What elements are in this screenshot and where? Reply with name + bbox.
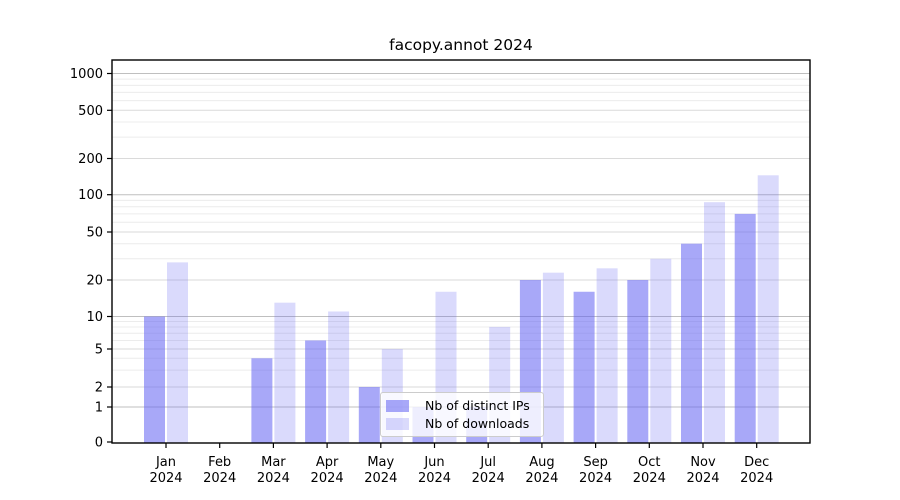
legend-label-downloads: Nb of downloads bbox=[425, 415, 530, 431]
x-tick-label-year-Aug: 2024 bbox=[525, 471, 558, 486]
legend-swatch-distinct-ips bbox=[386, 399, 409, 412]
axis-ticks bbox=[107, 72, 758, 448]
bar-ips-Mar bbox=[251, 358, 273, 443]
bar-downloads-Oct bbox=[650, 258, 672, 443]
legend: Nb of distinct IPs Nb of downloads bbox=[380, 392, 544, 437]
y-tick-label-50: 50 bbox=[86, 226, 103, 241]
x-tick-label-year-Dec: 2024 bbox=[740, 471, 773, 486]
legend-item-downloads: Nb of downloads bbox=[386, 415, 535, 431]
y-tick-label-5: 5 bbox=[95, 343, 103, 358]
y-tick-label-20: 20 bbox=[86, 274, 103, 289]
legend-item-distinct-ips: Nb of distinct IPs bbox=[386, 397, 535, 413]
x-tick-label-year-Mar: 2024 bbox=[257, 471, 290, 486]
bar-ips-Apr bbox=[305, 340, 327, 443]
x-tick-label-month-Sep: Sep bbox=[583, 455, 608, 470]
x-tick-label-year-Sep: 2024 bbox=[579, 471, 612, 486]
x-tick-label-month-Aug: Aug bbox=[529, 455, 554, 470]
x-tick-label-year-Apr: 2024 bbox=[311, 471, 344, 486]
x-tick-label-year-Oct: 2024 bbox=[633, 471, 666, 486]
x-tick-label-year-Nov: 2024 bbox=[686, 471, 719, 486]
y-tick-label-200: 200 bbox=[78, 152, 103, 167]
bar-ips-Sep bbox=[573, 291, 595, 443]
x-tick-label-year-Jun: 2024 bbox=[418, 471, 451, 486]
bar-downloads-Dec bbox=[757, 175, 779, 443]
axes-spines bbox=[111, 59, 811, 444]
x-tick-label-year-Jan: 2024 bbox=[149, 471, 182, 486]
x-tick-label-month-Feb: Feb bbox=[208, 455, 231, 470]
y-tick-label-100: 100 bbox=[78, 188, 103, 203]
x-tick-label-month-Dec: Dec bbox=[744, 455, 769, 470]
bar-ips-Dec bbox=[734, 213, 756, 443]
y-tick-label-1: 1 bbox=[95, 401, 103, 416]
x-tick-label-month-May: May bbox=[367, 455, 394, 470]
bar-downloads-Aug bbox=[542, 272, 564, 443]
x-tick-label-month-Nov: Nov bbox=[690, 455, 716, 470]
chart-title: facopy.annot 2024 bbox=[389, 36, 533, 54]
x-tick-label-month-Jan: Jan bbox=[155, 455, 176, 470]
x-tick-label-year-May: 2024 bbox=[364, 471, 397, 486]
bar-downloads-Sep bbox=[596, 268, 618, 443]
x-tick-label-month-Jun: Jun bbox=[423, 455, 444, 470]
bar-downloads-Apr bbox=[328, 311, 350, 443]
bar-downloads-Jan bbox=[167, 262, 188, 443]
x-tick-label-year-Feb: 2024 bbox=[203, 471, 236, 486]
legend-label-distinct-ips: Nb of distinct IPs bbox=[425, 397, 530, 413]
y-tick-label-500: 500 bbox=[78, 104, 103, 119]
bar-downloads-Mar bbox=[274, 302, 296, 443]
legend-swatch-downloads bbox=[386, 417, 409, 430]
bar-downloads-Nov bbox=[704, 202, 725, 443]
bar-ips-Nov bbox=[681, 243, 702, 443]
y-tick-label-2: 2 bbox=[95, 381, 103, 396]
x-tick-label-month-Mar: Mar bbox=[261, 455, 286, 470]
x-tick-label-year-Jul: 2024 bbox=[472, 471, 505, 486]
bar-ips-Oct bbox=[627, 280, 649, 443]
x-tick-label-month-Apr: Apr bbox=[316, 455, 339, 470]
y-tick-label-0: 0 bbox=[95, 436, 103, 451]
x-tick-label-month-Jul: Jul bbox=[479, 455, 496, 470]
y-tick-label-10: 10 bbox=[86, 310, 103, 325]
x-tick-label-month-Oct: Oct bbox=[638, 455, 660, 470]
x-tick-labels: Jan2024Feb2024Mar2024Apr2024May2024Jun20… bbox=[149, 455, 773, 486]
y-tick-label-1000: 1000 bbox=[70, 67, 103, 82]
y-tick-labels: 0 1 2 5 10 20 50 100 200 500 1000 bbox=[70, 67, 103, 451]
bar-ips-May bbox=[358, 387, 380, 443]
bar-ips-Jan bbox=[144, 316, 165, 443]
